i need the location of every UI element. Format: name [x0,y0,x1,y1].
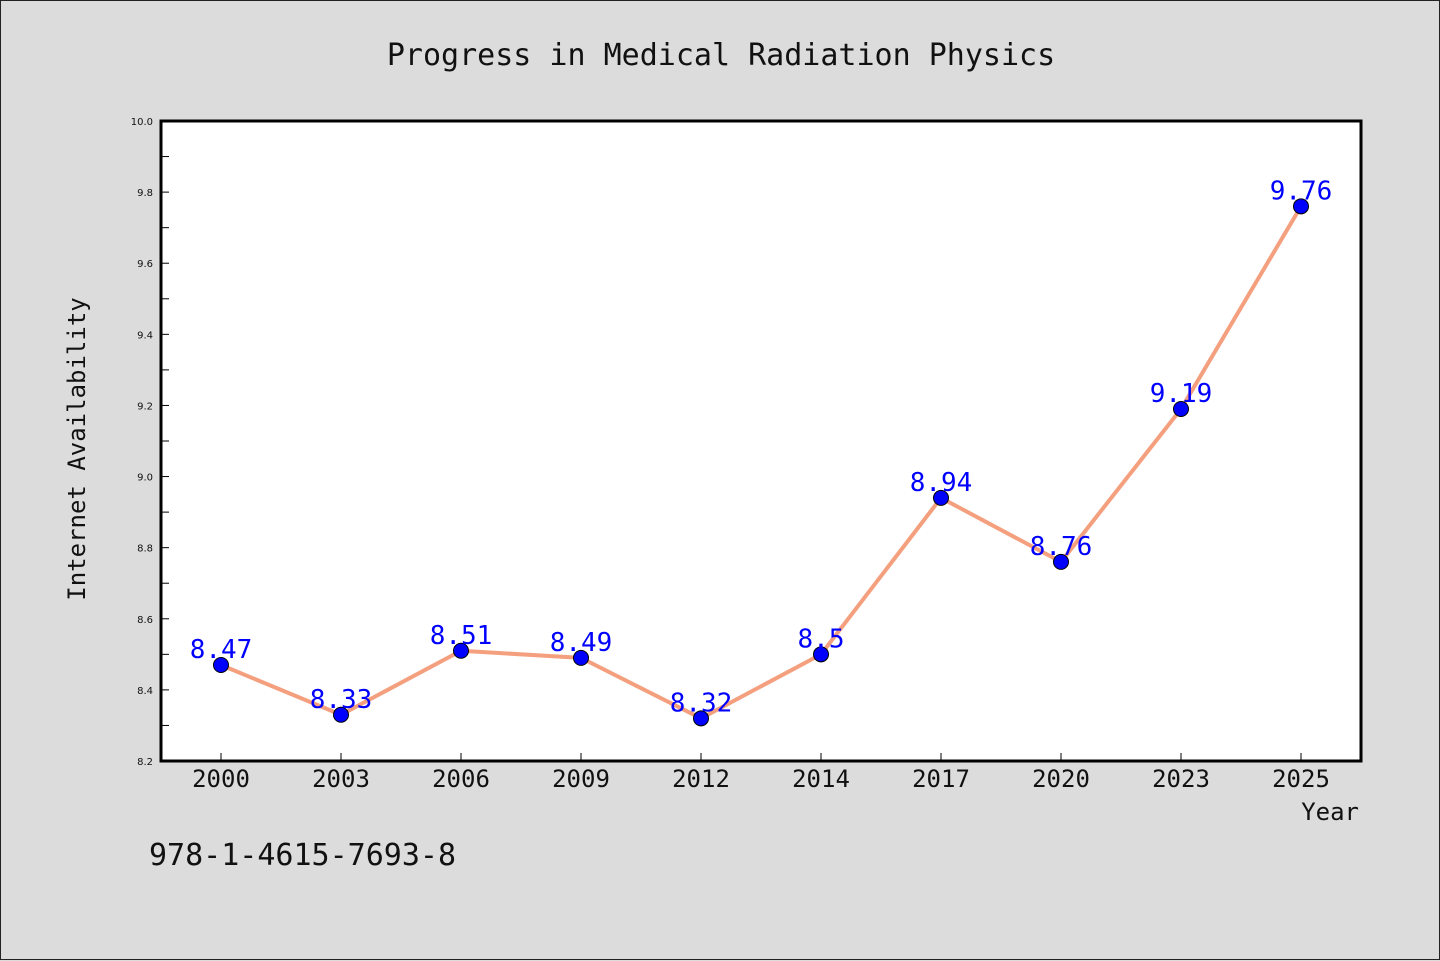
x-tick-label: 2009 [552,765,610,793]
data-point [573,649,589,666]
data-label: 8.47 [190,635,253,665]
data-point [933,489,949,506]
y-tick-label: 9.8 [137,188,153,199]
data-label: 8.51 [430,621,493,651]
plot-area [159,119,1363,763]
y-tick-label: 8.2 [137,757,153,768]
data-point [1173,401,1189,417]
data-point [1053,553,1069,570]
axis-ticks: 8.2 8.4 8.6 8.8 9.0 9.2 9.4 9.6 9.8 10.0 2000 2003 2… [131,117,1330,793]
y-tick-label: 9.2 [137,401,153,412]
y-tick-label: 10.0 [131,117,153,128]
x-tick-label: 2000 [192,765,250,793]
x-tick-label: 2025 [1272,765,1330,793]
chart-title: Progress in Medical Radiation Physics [387,38,1055,73]
data-labels: 8.47 8.33 8.51 8.49 8.32 8.5 8.94 8.76 9.19 9.76 [190,176,1333,718]
data-label: 8.33 [310,685,373,715]
x-tick-label: 2014 [792,765,850,793]
data-label: 9.19 [1150,379,1213,409]
data-label: 8.32 [670,688,733,718]
series-line [220,205,1303,721]
x-tick-label: 2017 [912,765,970,793]
x-tick-label: 2006 [432,765,490,793]
data-label: 8.76 [1030,532,1093,562]
y-tick-label: 8.6 [137,615,153,626]
series-layer [213,198,1309,727]
x-tick-label: 2023 [1152,765,1210,793]
x-axis-label: Year [1301,798,1359,826]
data-label: 9.76 [1270,176,1333,206]
x-tick-label: 2003 [312,765,370,793]
data-point [453,642,469,659]
data-label: 8.49 [550,628,613,658]
data-point [333,706,349,723]
y-tick-label: 8.4 [137,686,153,697]
data-point [1293,198,1309,215]
data-label: 8.94 [910,468,973,498]
x-tick-label: 2020 [1032,765,1090,793]
data-label: 8.5 [798,624,845,654]
y-axis-label: Internet Availability [63,297,91,600]
isbn-annotation: 978-1-4615-7693-8 [149,838,456,873]
y-tick-label: 9.4 [137,330,153,341]
data-point [693,710,709,727]
x-tick-label: 2012 [672,765,730,793]
y-tick-label: 9.6 [137,259,153,270]
data-point [213,657,229,673]
y-tick-label: 9.0 [137,473,153,484]
y-tick-label: 8.8 [137,544,153,555]
data-point [813,646,829,663]
